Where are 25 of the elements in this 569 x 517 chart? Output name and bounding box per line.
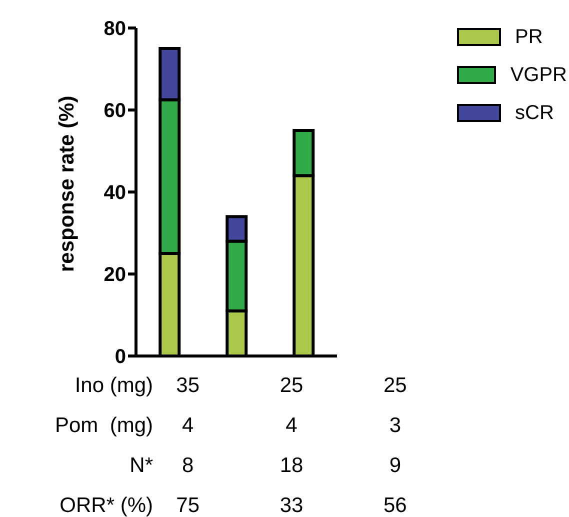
text: 3 (388, 414, 402, 438)
text: 9 (388, 454, 402, 478)
text: 8 (182, 454, 194, 477)
text: 4 (182, 414, 194, 437)
text: 75 (176, 494, 200, 517)
text: 33 (278, 494, 304, 517)
text: 25 (278, 374, 304, 398)
y-axis-title: response rate (%) (55, 96, 78, 272)
text: 18 (278, 454, 304, 478)
y-tick-label: 40 (104, 182, 126, 204)
text: Ino (mg) (74, 374, 153, 398)
y-tick-label: 0 (114, 346, 126, 368)
text: ORR* (%) (60, 494, 153, 517)
legend-label: sCR (515, 102, 554, 124)
text: 25 (382, 374, 408, 398)
text: Pom (mg) (54, 414, 153, 438)
y-tick-label: 60 (104, 100, 126, 122)
text: 56 (382, 494, 408, 517)
text: 4 (284, 414, 298, 438)
y-tick-label: 20 (104, 264, 126, 286)
text: 35 (176, 374, 200, 397)
legend-label: VGPR (510, 64, 567, 86)
text: N* (130, 454, 153, 478)
y-tick-label: 80 (104, 18, 126, 40)
legend-label: PR (515, 26, 543, 48)
